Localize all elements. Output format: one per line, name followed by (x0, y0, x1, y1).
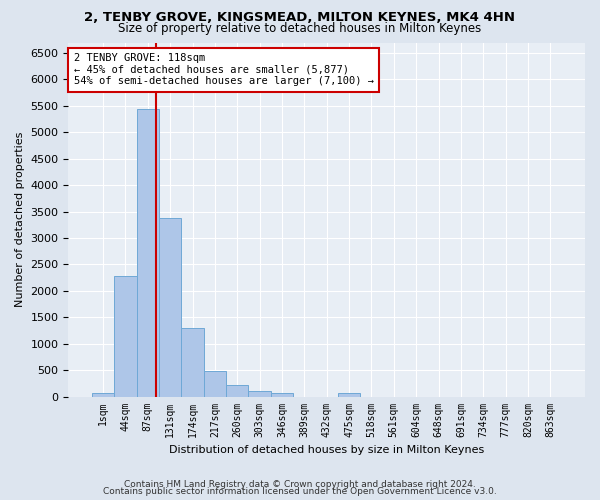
Bar (92, 392, 114, 396)
Text: Contains HM Land Registry data © Crown copyright and database right 2024.: Contains HM Land Registry data © Crown c… (124, 480, 476, 489)
Text: 2 TENBY GROVE: 118sqm
← 45% of detached houses are smaller (5,877)
54% of semi-d: 2 TENBY GROVE: 118sqm ← 45% of detached … (74, 53, 374, 86)
Bar (114, 276, 137, 396)
Text: Contains public sector information licensed under the Open Government Licence v3: Contains public sector information licen… (103, 487, 497, 496)
Text: 2, TENBY GROVE, KINGSMEAD, MILTON KEYNES, MK4 4HN: 2, TENBY GROVE, KINGSMEAD, MILTON KEYNES… (85, 11, 515, 24)
Y-axis label: Number of detached properties: Number of detached properties (15, 132, 25, 307)
X-axis label: Distribution of detached houses by size in Milton Keynes: Distribution of detached houses by size … (169, 445, 484, 455)
Bar (181, 328, 204, 396)
Bar (159, 218, 181, 396)
Bar (271, 393, 293, 396)
Bar (248, 392, 271, 396)
Bar (226, 386, 248, 396)
Bar (204, 371, 226, 396)
Text: Size of property relative to detached houses in Milton Keynes: Size of property relative to detached ho… (118, 22, 482, 35)
Bar (137, 108, 159, 397)
Bar (338, 393, 360, 396)
